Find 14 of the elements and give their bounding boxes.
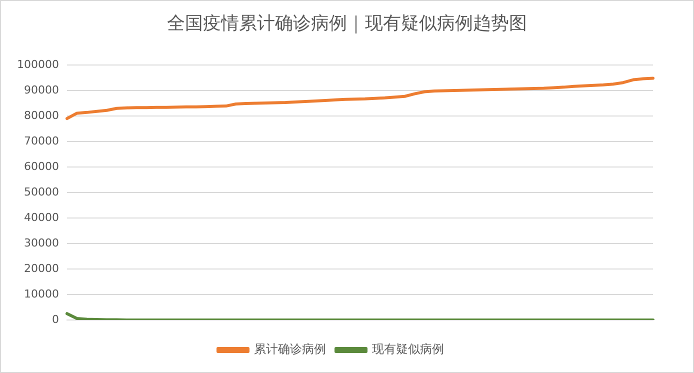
- y-tick-label: 80000: [24, 108, 59, 122]
- y-tick-label: 20000: [24, 262, 59, 275]
- y-tick-label: 30000: [24, 236, 59, 250]
- y-tick-label: 60000: [24, 160, 59, 173]
- legend-label: 现有疑似病例: [372, 342, 444, 356]
- y-tick-label: 10000: [24, 287, 59, 300]
- chart-title: 全国疫情累计确诊病例｜现有疑似病例趋势图: [166, 12, 528, 36]
- legend-label: 累计确诊病例: [254, 342, 326, 356]
- y-tick-label: 50000: [24, 185, 59, 198]
- y-tick-label: 0: [52, 312, 59, 326]
- y-tick-label: 70000: [24, 134, 59, 148]
- y-tick-label: 90000: [24, 83, 59, 96]
- y-tick-label: 40000: [24, 210, 59, 224]
- y-tick-label: 100000: [16, 58, 59, 71]
